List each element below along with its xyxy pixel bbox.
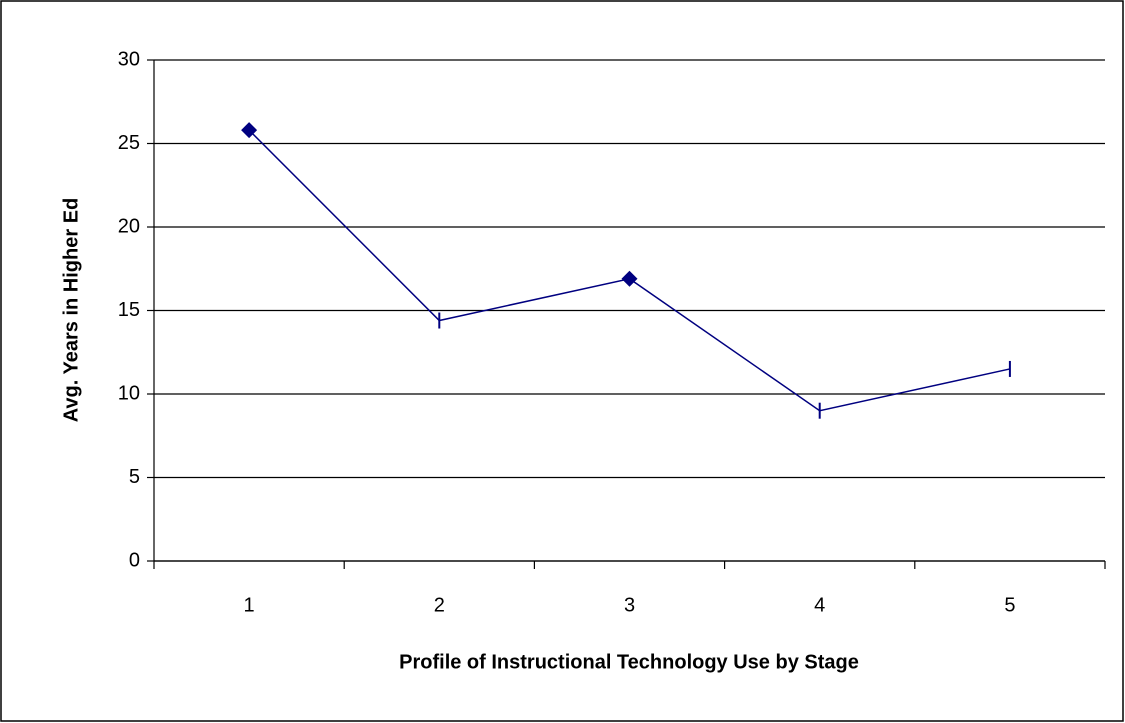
y-axis-title: Avg. Years in Higher Ed	[60, 198, 82, 423]
x-tick-label: 3	[624, 594, 635, 616]
x-tick-label: 2	[434, 594, 445, 616]
x-tick-label: 5	[1004, 594, 1015, 616]
y-tick-label: 10	[118, 382, 140, 404]
data-point	[621, 270, 638, 287]
y-tick-label: 5	[129, 466, 140, 488]
data-point	[241, 122, 258, 139]
y-tick-label: 20	[118, 215, 140, 237]
x-tick-label: 4	[814, 594, 825, 616]
x-axis-title: Profile of Instructional Technology Use …	[399, 651, 859, 673]
x-tick-label: 1	[244, 594, 255, 616]
y-tick-label: 30	[118, 48, 140, 70]
y-tick-label: 15	[118, 299, 140, 321]
y-tick-label: 25	[118, 132, 140, 154]
y-tick-label: 0	[129, 549, 140, 571]
